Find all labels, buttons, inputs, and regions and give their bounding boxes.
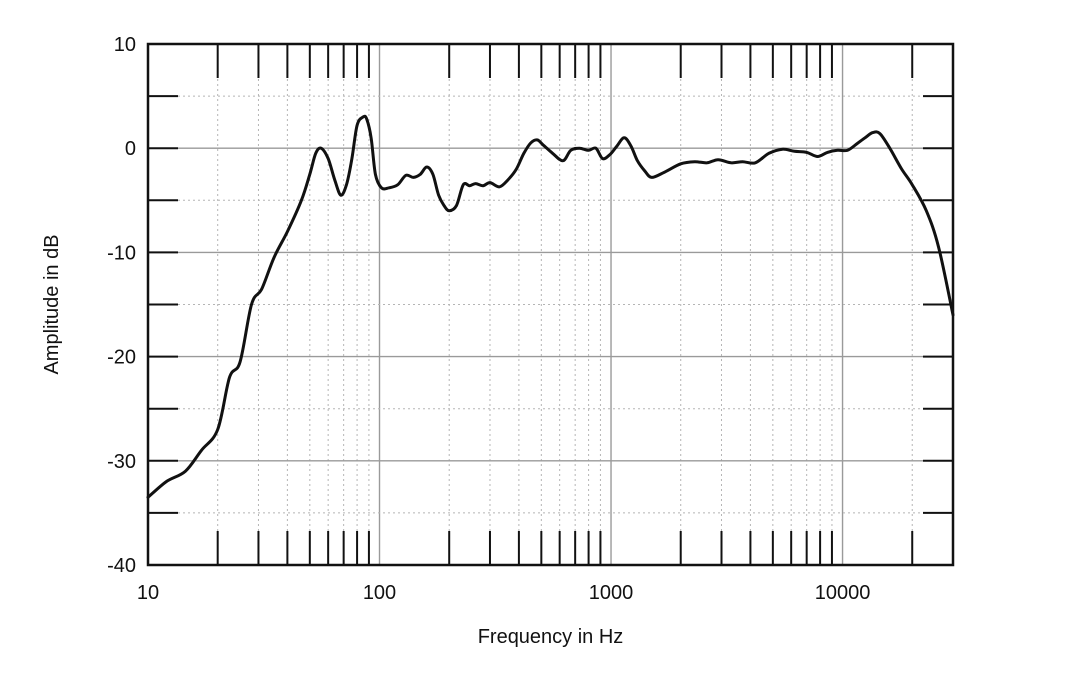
tick-marks [148,44,953,565]
series-line [146,114,955,499]
x-tick-label: 10 [137,582,159,604]
grid-lines [148,44,953,565]
y-tick-label: 0 [125,138,136,160]
x-tick-label: 100 [363,582,396,604]
y-tick-label: 10 [114,34,136,56]
series-layer [146,114,955,499]
y-tick-label: -30 [107,451,136,473]
x-tick-label: 10000 [815,582,871,604]
x-axis-title: Frequency in Hz [478,626,624,648]
y-tick-label: -20 [107,347,136,369]
plot-frame [146,42,955,567]
x-tick-label: 1000 [589,582,634,604]
y-axis-title: Amplitude in dB [41,234,63,374]
y-tick-label: -40 [107,555,136,577]
y-tick-label: -10 [107,242,136,264]
